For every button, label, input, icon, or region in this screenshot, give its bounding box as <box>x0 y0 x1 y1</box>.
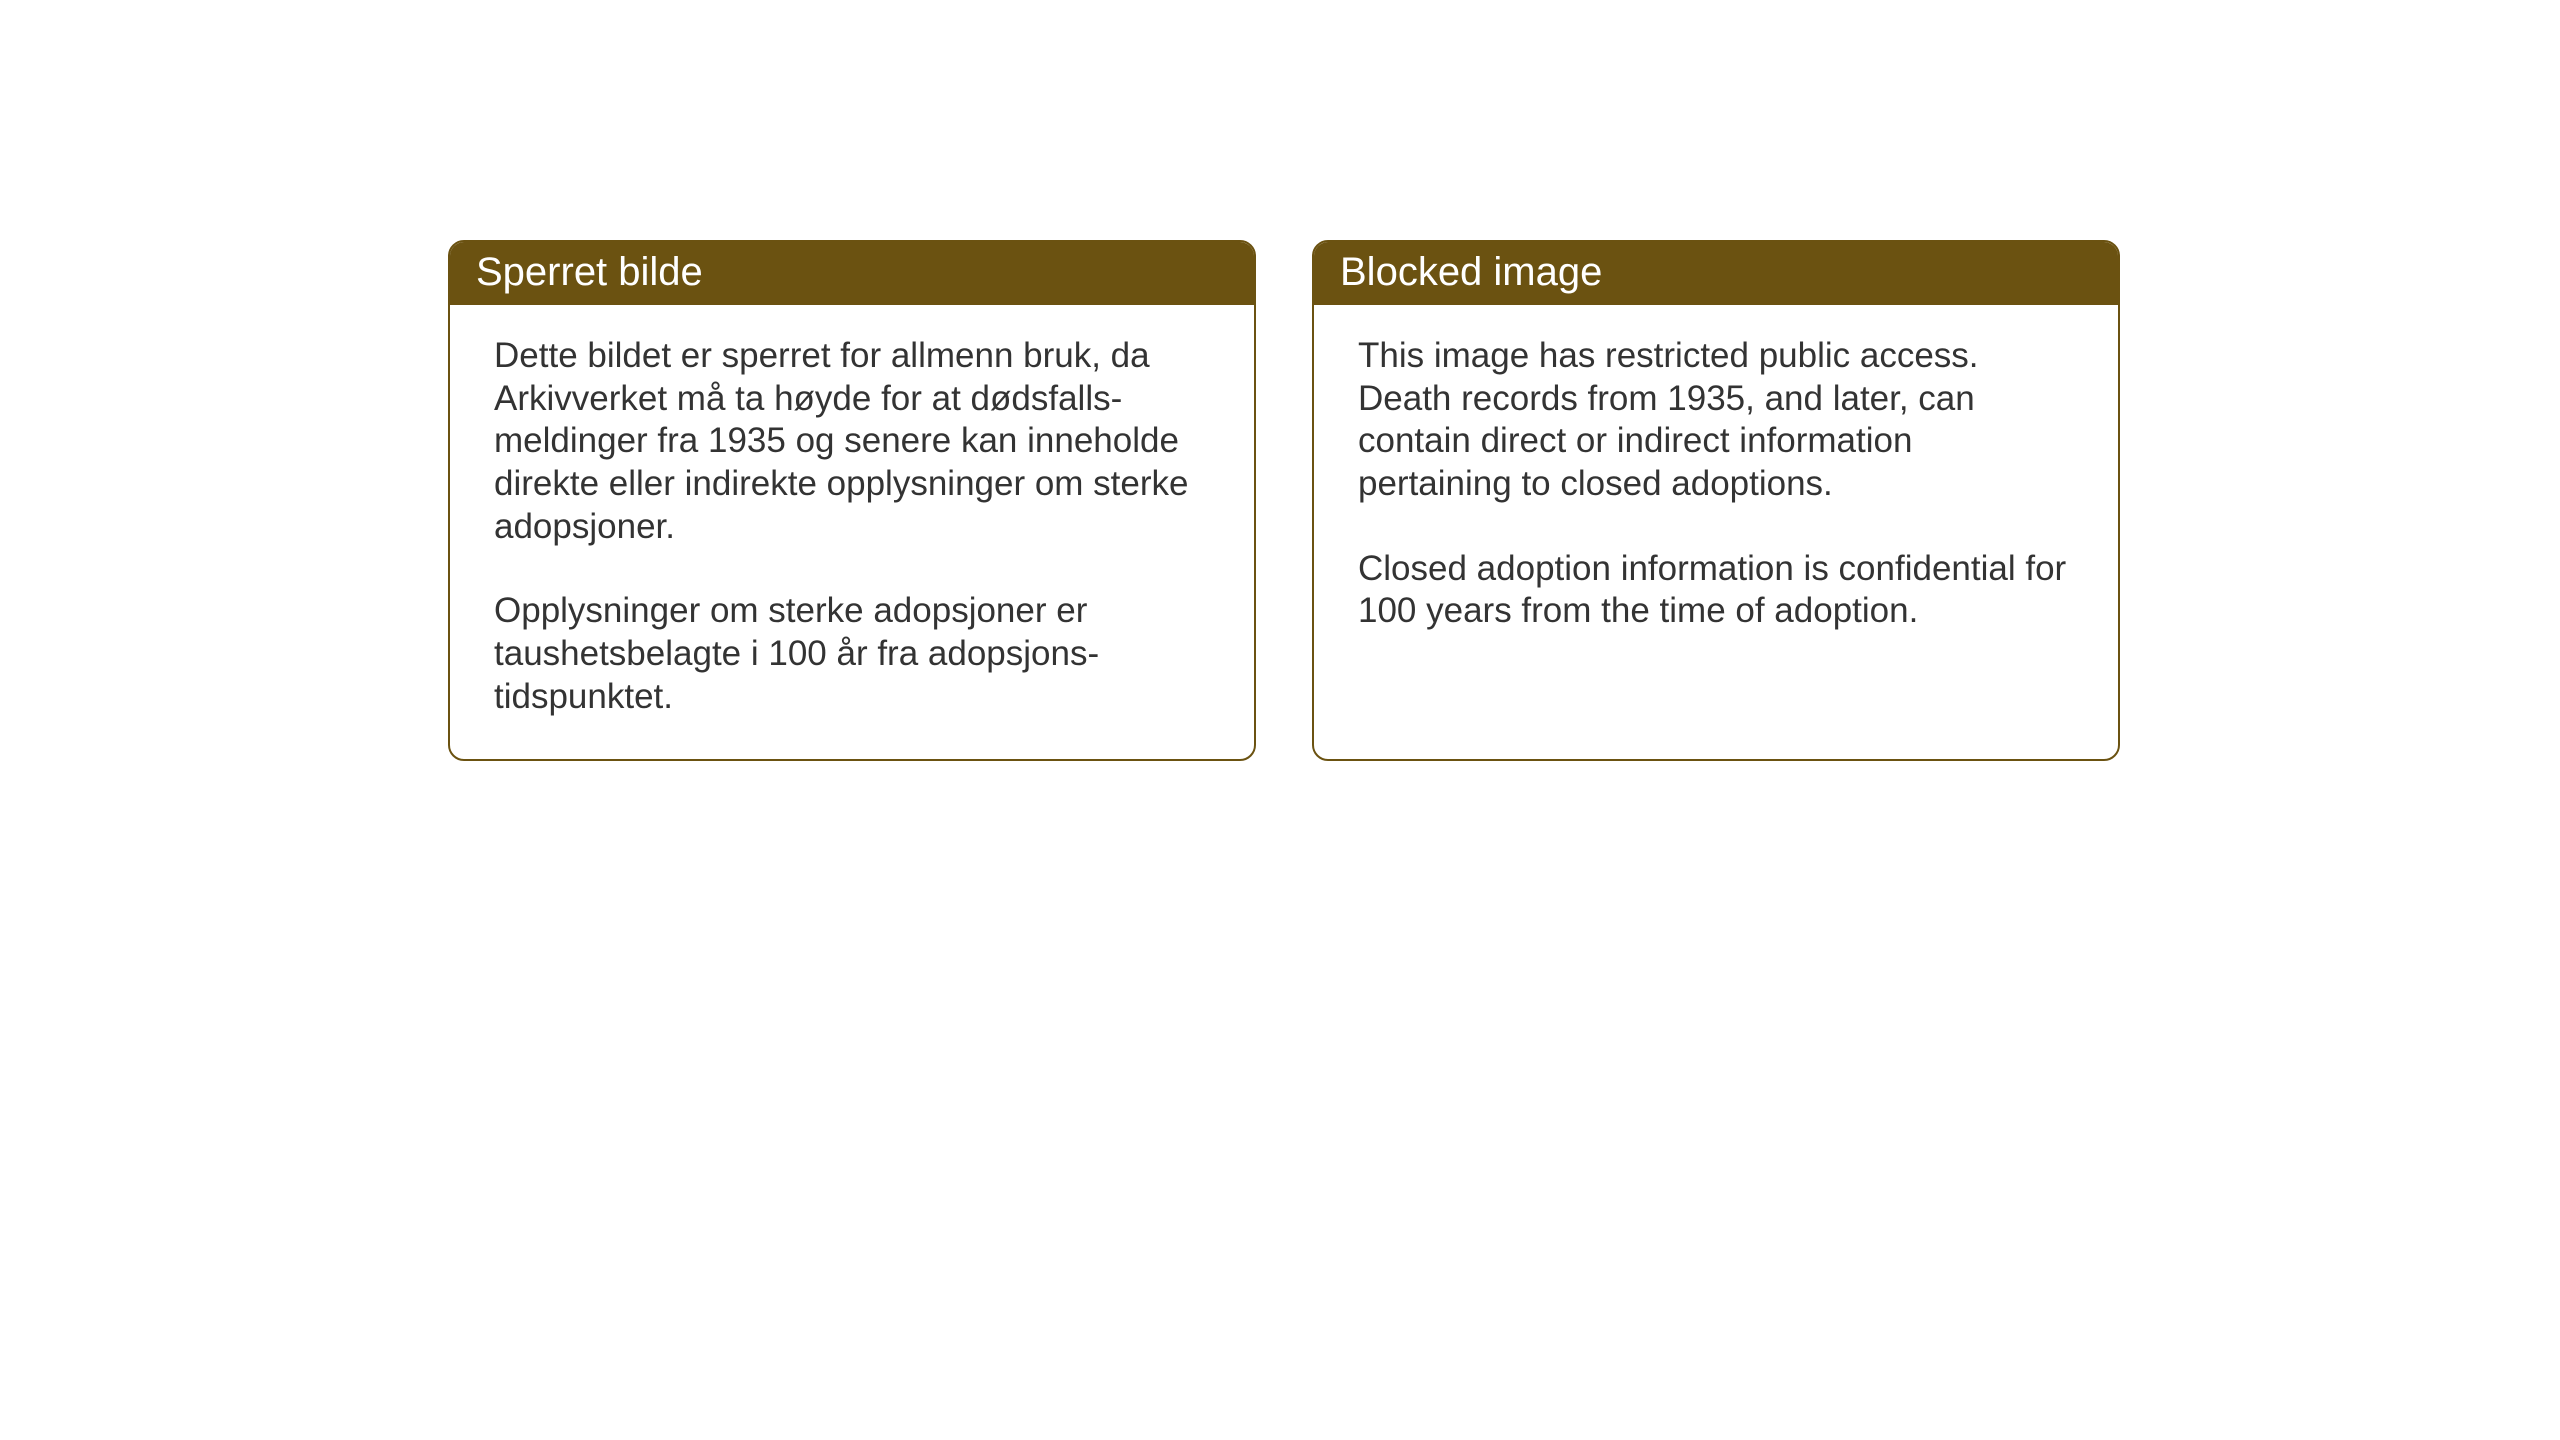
card-header-english: Blocked image <box>1314 242 2118 305</box>
card-body-english: This image has restricted public access.… <box>1314 305 2118 673</box>
cards-container: Sperret bilde Dette bildet er sperret fo… <box>448 240 2120 761</box>
card-paragraph2-english: Closed adoption information is confident… <box>1358 548 2074 633</box>
card-header-norwegian: Sperret bilde <box>450 242 1254 305</box>
card-paragraph2-norwegian: Opplysninger om sterke adopsjoner er tau… <box>494 590 1210 718</box>
card-paragraph1-english: This image has restricted public access.… <box>1358 335 2074 506</box>
card-paragraph1-norwegian: Dette bildet er sperret for allmenn bruk… <box>494 335 1210 548</box>
card-title-english: Blocked image <box>1340 250 1602 294</box>
card-norwegian: Sperret bilde Dette bildet er sperret fo… <box>448 240 1256 761</box>
card-body-norwegian: Dette bildet er sperret for allmenn bruk… <box>450 305 1254 759</box>
card-title-norwegian: Sperret bilde <box>476 250 703 294</box>
card-english: Blocked image This image has restricted … <box>1312 240 2120 761</box>
